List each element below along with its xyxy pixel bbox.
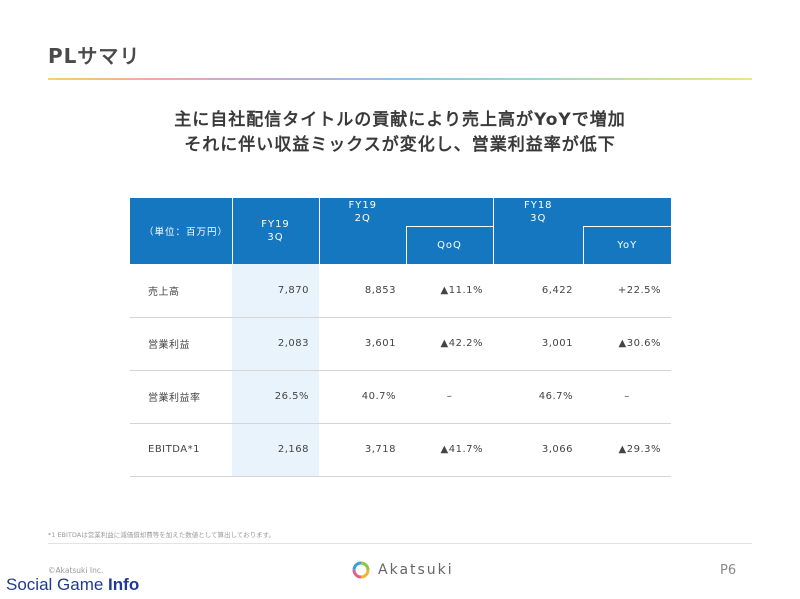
cell-fy19-2q: 3,718 <box>319 423 406 477</box>
header-fy18-3q-year: FY18 <box>523 200 553 211</box>
table-row: 営業利益率 26.5% 40.7% – 46.7% – <box>130 370 671 424</box>
table-row: EBITDA*1 2,168 3,718 ▲41.7% 3,066 ▲29.3% <box>130 423 671 477</box>
cell-yoy: ▲29.3% <box>583 423 671 477</box>
copyright: ©Akatsuki Inc. <box>48 566 104 575</box>
header-fy19-2q-year: FY19 <box>348 200 378 211</box>
cell-fy18-3q: 46.7% <box>493 370 583 424</box>
header-fy18-3q: FY18 3Q <box>492 198 583 226</box>
cell-fy19-3q: 2,083 <box>232 317 319 371</box>
cell-qoq: ▲41.7% <box>406 423 493 477</box>
header-qoq: QoQ <box>405 225 493 264</box>
cell-qoq: ▲11.1% <box>406 264 493 318</box>
pl-summary-table: （単位：百万円） FY19 3Q FY19 2Q FY18 3Q QoQ YoY <box>130 198 671 477</box>
social-game-info-watermark: Social Game Info <box>6 575 139 595</box>
page-number: P6 <box>720 563 737 578</box>
header-fy19-3q: FY19 3Q <box>231 198 319 264</box>
cell-qoq: ▲42.2% <box>406 317 493 371</box>
cell-fy18-3q: 3,066 <box>493 423 583 477</box>
header-yoy: YoY <box>582 225 671 264</box>
cell-qoq: – <box>406 370 493 424</box>
akatsuki-ring-logo-icon <box>351 560 371 580</box>
cell-fy19-3q: 26.5% <box>232 370 319 424</box>
header-fy19-2q: FY19 2Q <box>318 198 406 226</box>
header-fy19-3q-quarter: 3Q <box>267 232 284 243</box>
headline: 主に自社配信タイトルの貢献により売上高がYoYで増加 それに伴い収益ミックスが変… <box>0 108 800 158</box>
header-fy18-3q-bottom <box>492 226 583 264</box>
table-row: 営業利益 2,083 3,601 ▲42.2% 3,001 ▲30.6% <box>130 317 671 371</box>
cell-fy19-3q: 2,168 <box>232 423 319 477</box>
header-fy18-3q-quarter: 3Q <box>530 213 547 224</box>
header-fy19-2q-quarter: 2Q <box>354 213 371 224</box>
row-label: 営業利益 <box>130 317 232 371</box>
header-yoy-spacer <box>583 198 671 226</box>
row-label: EBITDA*1 <box>130 423 232 477</box>
header-fy19-2q-bottom <box>318 226 406 264</box>
watermark-text-bold: Info <box>108 575 140 594</box>
cell-yoy: +22.5% <box>583 264 671 318</box>
headline-line-2: それに伴い収益ミックスが変化し、営業利益率が低下 <box>184 135 616 155</box>
unit-label: （単位：百万円） <box>130 198 232 264</box>
cell-yoy: – <box>583 370 671 424</box>
cell-fy18-3q: 6,422 <box>493 264 583 318</box>
slide-title: PLサマリ <box>48 44 141 68</box>
row-label: 営業利益率 <box>130 370 232 424</box>
cell-yoy: ▲30.6% <box>583 317 671 371</box>
cell-fy19-3q: 7,870 <box>232 264 319 318</box>
cell-fy19-2q: 3,601 <box>319 317 406 371</box>
watermark-text: Social Game <box>6 575 109 594</box>
cell-fy19-2q: 8,853 <box>319 264 406 318</box>
header-fy19-3q-year: FY19 <box>261 219 290 230</box>
table-row: 売上高 7,870 8,853 ▲11.1% 6,422 +22.5% <box>130 264 671 318</box>
footer-rule <box>48 543 752 544</box>
cell-fy19-2q: 40.7% <box>319 370 406 424</box>
akatsuki-logo: Akatsuki <box>351 560 454 580</box>
footnote: *1 EBITDAは営業利益に減価償却費等を加えた数値として算出しております。 <box>48 531 276 539</box>
row-label: 売上高 <box>130 264 232 318</box>
logo-text: Akatsuki <box>378 562 454 578</box>
headline-line-1: 主に自社配信タイトルの貢献により売上高がYoYで増加 <box>174 110 626 130</box>
cell-fy18-3q: 3,001 <box>493 317 583 371</box>
title-gradient-rule <box>48 78 752 80</box>
header-qoq-spacer <box>406 198 493 226</box>
